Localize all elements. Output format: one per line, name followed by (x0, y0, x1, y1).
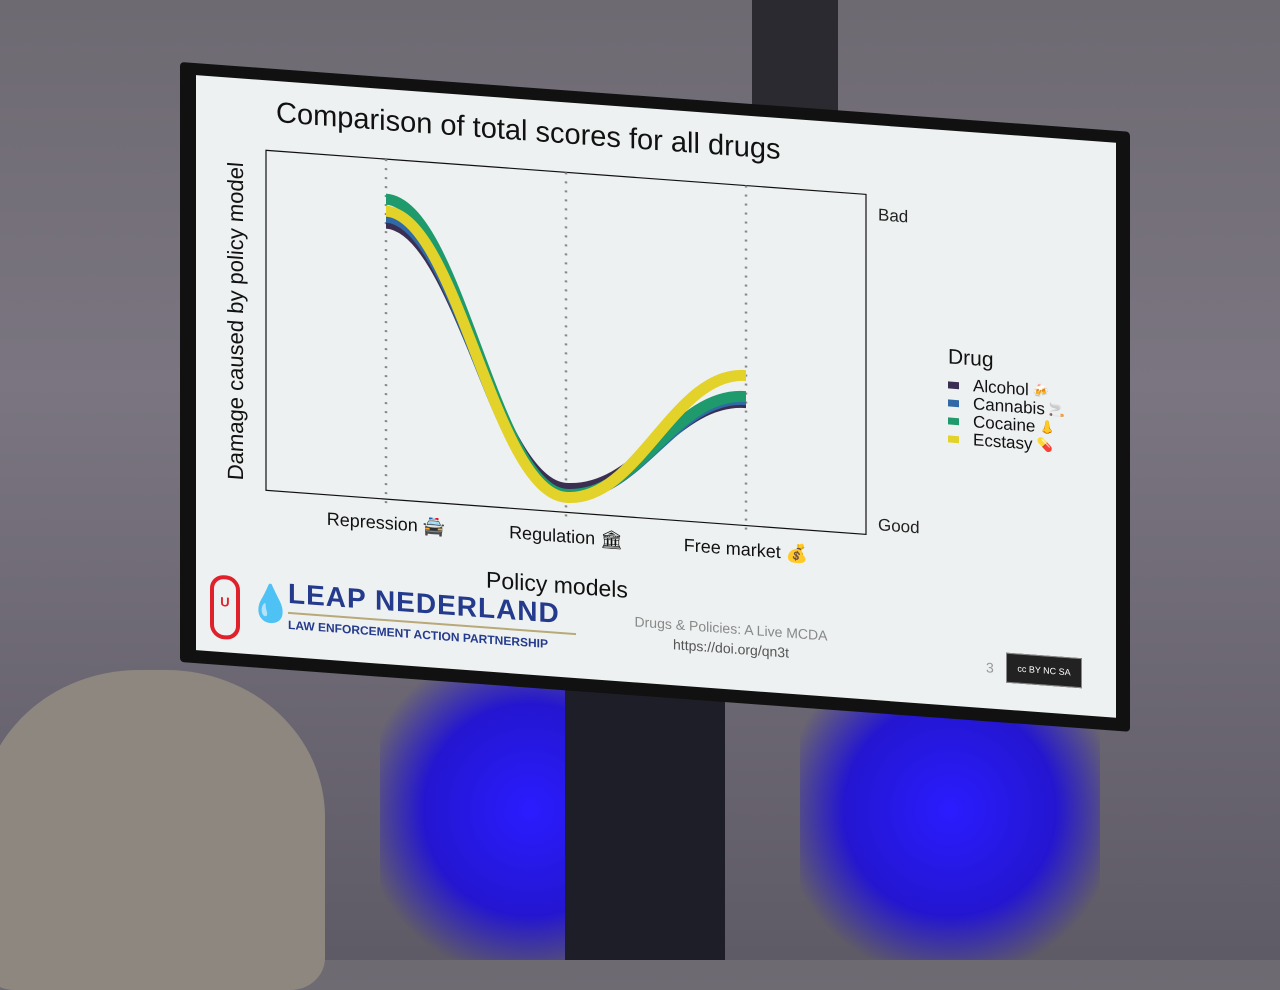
tv-stand (565, 650, 725, 960)
ecstasy-icon: 💊 (1036, 436, 1053, 454)
legend-swatch (948, 434, 959, 443)
slide-footer: U 💧 LEAP NEDERLAND LAW ENFORCEMENT ACTIO… (196, 565, 1116, 718)
drop-logo-icon: 💧 (248, 580, 293, 626)
series-line-ecstasy (385, 205, 747, 503)
cannabis-icon: 🚬 (1048, 401, 1066, 418)
plot-area: Repression 🚔 Regulation 🏛 Free market 💰 (265, 149, 867, 565)
cc-license-badge: cc BY NC SA (1006, 652, 1082, 689)
x-tick-label: Repression 🚔 (327, 509, 445, 538)
legend: Drug Alcohol 🍻 Cannabis 🚬 Cocaine 👃 Ecstasy 💊 (948, 345, 1065, 456)
y-axis-label: Damage caused by policy model (223, 161, 248, 481)
legend-swatch (948, 398, 959, 407)
x-tick-label: Free market 💰 (684, 534, 808, 565)
leap-logo-icon: U (210, 574, 240, 641)
footer-meta: Drugs & Policies: A Live MCDA https://do… (616, 610, 846, 667)
chair (0, 670, 325, 990)
tv-screen: Comparison of total scores for all drugs… (180, 62, 1130, 732)
legend-title: Drug (948, 345, 994, 372)
y-label-bad: Bad (878, 205, 909, 227)
slide: Comparison of total scores for all drugs… (196, 75, 1116, 718)
page-number: 3 (986, 659, 994, 676)
legend-swatch (948, 416, 959, 425)
plot-frame (265, 149, 867, 536)
y-label-good: Good (878, 515, 920, 538)
cocaine-icon: 👃 (1039, 419, 1056, 436)
legend-label: Ecstasy (973, 430, 1033, 454)
legend-swatch (948, 380, 959, 389)
x-tick-label: Regulation 🏛 (509, 522, 623, 550)
